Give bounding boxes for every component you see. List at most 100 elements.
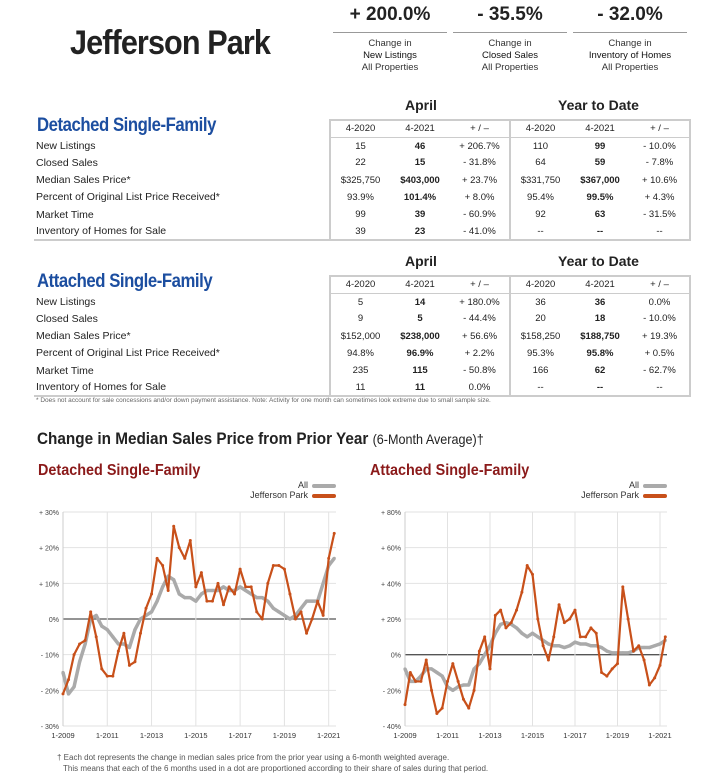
table-cell: - 10.0%: [630, 137, 691, 155]
table-cell: $325,750: [329, 171, 390, 189]
data-point: [663, 635, 667, 639]
data-point: [72, 685, 76, 689]
data-point: [435, 712, 439, 716]
row-label: Median Sales Price*: [36, 330, 131, 343]
x-tick-label: 1-2021: [317, 731, 340, 740]
data-point: [403, 667, 407, 671]
data-point: [111, 674, 115, 678]
data-point: [483, 653, 487, 657]
data-point: [205, 588, 209, 593]
data-point: [288, 617, 292, 621]
x-tick-label: 1-2021: [648, 731, 671, 740]
group-title: Attached Single-Family: [37, 271, 213, 292]
data-point: [499, 622, 503, 626]
y-tick-label: - 10%: [41, 653, 59, 660]
data-point: [467, 706, 471, 710]
row-label: Market Time: [36, 208, 94, 221]
data-point: [155, 556, 159, 560]
x-tick-label: 1-2019: [273, 731, 296, 740]
table-cell: 95.3%: [509, 344, 570, 362]
data-point: [172, 524, 176, 528]
data-point: [260, 617, 264, 621]
data-point: [177, 592, 181, 596]
data-point: [316, 599, 320, 603]
legend-label: Jefferson Park: [581, 490, 639, 500]
row-label: Market Time: [36, 364, 94, 377]
data-point: [435, 670, 439, 675]
table-cell: 9: [329, 310, 390, 328]
table-cell: 0.0%: [450, 379, 510, 398]
data-point: [621, 651, 625, 655]
data-point: [429, 667, 434, 671]
data-point: [183, 556, 187, 560]
data-point: [260, 596, 264, 600]
legend-swatch: [643, 493, 667, 498]
table-cell: 95.4%: [509, 188, 570, 206]
table-cell: 95.8%: [586, 347, 614, 359]
data-point: [177, 546, 181, 550]
data-point: [599, 645, 604, 650]
table-cell: $152,000: [329, 327, 390, 345]
data-point: [514, 626, 519, 630]
table-cell: 62: [594, 365, 606, 377]
data-point: [440, 706, 444, 710]
legend-label: All: [628, 480, 639, 490]
x-tick-label: 1-2011: [96, 731, 119, 740]
legend-item-all: All: [186, 480, 336, 490]
data-point: [277, 610, 281, 614]
y-tick-label: + 40%: [381, 581, 401, 588]
y-tick-label: - 40%: [383, 724, 401, 731]
table-cell: + 56.6%: [461, 330, 498, 342]
data-point: [238, 585, 242, 589]
table-cell: 63: [594, 209, 606, 221]
data-point: [221, 585, 226, 589]
data-point: [557, 644, 561, 648]
stat-label: Change in: [488, 38, 532, 49]
table-cell: 36: [509, 293, 570, 311]
data-point: [488, 667, 492, 671]
data-point: [520, 631, 524, 635]
data-point: [282, 613, 287, 618]
data-point: [304, 599, 309, 603]
data-point: [116, 642, 120, 646]
data-point: [222, 603, 226, 607]
row-label: Median Sales Price*: [36, 174, 131, 187]
data-point: [238, 567, 242, 571]
column-header: + / –: [630, 118, 691, 138]
data-point: [552, 635, 556, 639]
data-point: [188, 539, 192, 543]
y-tick-label: 0%: [391, 653, 401, 660]
y-tick-label: + 20%: [381, 617, 401, 624]
data-point: [155, 599, 159, 603]
data-point: [530, 631, 535, 635]
stat-block: - 35.5% Change in Closed Sales All Prope…: [450, 4, 570, 74]
data-point: [530, 572, 534, 576]
table-cell: 15: [329, 137, 390, 155]
table-cell: 39: [414, 209, 426, 221]
data-point: [451, 662, 455, 666]
data-point: [584, 635, 588, 639]
chart-section-main: Change in Median Sales Price from Prior …: [37, 429, 369, 448]
x-tick-label: 1-2019: [606, 731, 629, 740]
data-point: [403, 703, 407, 707]
table-row: Closed Sales 22 15 - 31.8% 64 59 - 7.8%: [34, 154, 691, 172]
y-tick-label: + 10%: [39, 581, 59, 588]
data-point: [199, 571, 203, 575]
data-point: [589, 644, 593, 648]
data-point: [578, 642, 582, 646]
data-point: [321, 581, 325, 585]
data-point: [467, 683, 471, 687]
data-point: [78, 642, 82, 646]
data-point: [488, 644, 492, 648]
footnote-line: † Each dot represents the change in medi…: [57, 753, 450, 762]
data-point: [573, 608, 577, 612]
table-row: Inventory of Homes for Sale 11 11 0.0% -- -- -…: [34, 379, 691, 398]
data-point: [321, 613, 325, 617]
table-cell: 14: [414, 296, 426, 308]
table-cell: 5: [329, 293, 390, 311]
table-cell: $188,750: [580, 330, 620, 342]
data-point: [461, 697, 465, 701]
stat-scope: All Properties: [361, 62, 419, 73]
data-point: [615, 662, 619, 666]
